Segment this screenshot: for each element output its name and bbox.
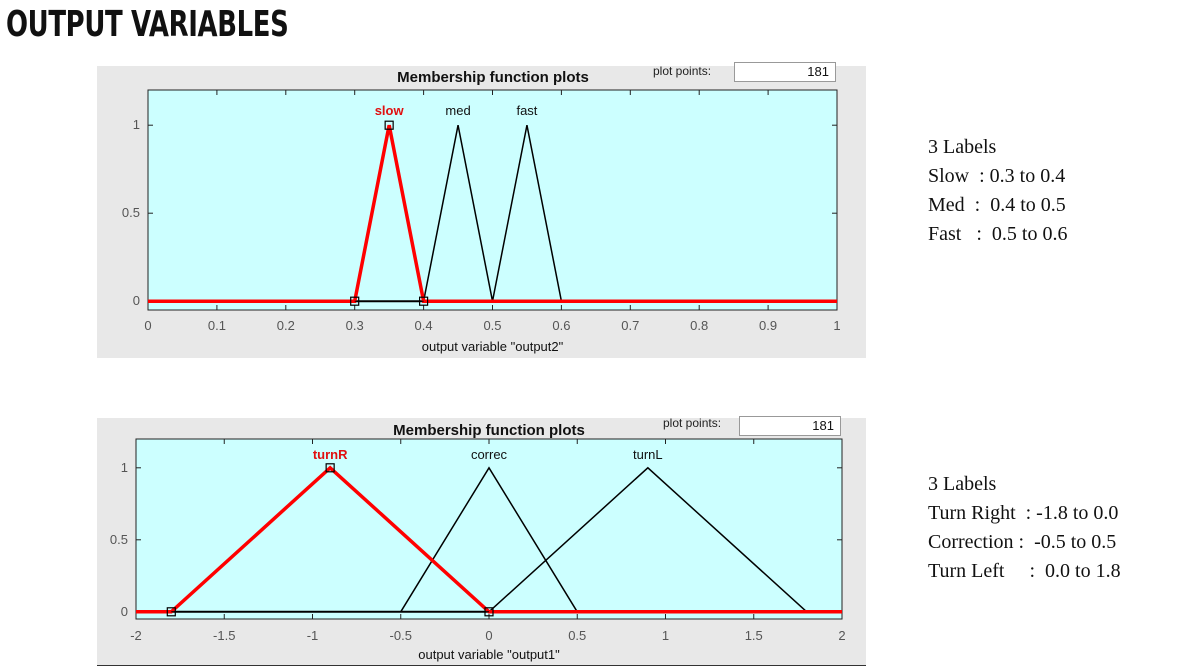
note-row: Turn Right : -1.8 to 0.0 bbox=[928, 502, 1119, 524]
plot-points-label: plot points: bbox=[653, 64, 712, 78]
note-row: Slow : 0.3 to 0.4 bbox=[928, 165, 1066, 187]
x-tick-label: 0.3 bbox=[346, 318, 364, 333]
x-tick-label: 0.5 bbox=[483, 318, 501, 333]
x-tick-label: 0.7 bbox=[621, 318, 639, 333]
mf-line-fast bbox=[491, 125, 563, 302]
notes-output2: 3 Labels Slow : 0.3 to 0.4 Med : 0.4 to … bbox=[928, 133, 1067, 249]
plot-points-input[interactable]: 181 bbox=[734, 62, 836, 82]
chart-title: Membership function plots bbox=[397, 69, 589, 86]
mf-chart-output2: Membership function plots 0 0.5 1 0 0.1 0.2 0.3… bbox=[122, 69, 841, 354]
x-tick-label: 0 bbox=[144, 318, 151, 333]
x-tick-label: 0.9 bbox=[759, 318, 777, 333]
mf-plot-panel-output1: Membership function plots 0 0.5 1 -2 -1.5 -1 -0… bbox=[97, 416, 866, 666]
mf-label-turnL: turnL bbox=[633, 447, 663, 462]
y-tick-label: 0 bbox=[133, 293, 140, 308]
mf-plot-panel-output2: Membership function plots 0 0.5 1 0 0.1 0.2 0.3… bbox=[97, 62, 866, 358]
x-axis-label: output variable "output2" bbox=[422, 339, 564, 354]
mf-label-correc: correc bbox=[471, 447, 508, 462]
mf-line-med bbox=[422, 125, 494, 302]
mf-line-slow bbox=[148, 124, 837, 303]
mf-label-slow: slow bbox=[375, 103, 405, 118]
x-tick-label: 0.2 bbox=[277, 318, 295, 333]
x-tick-label: 2 bbox=[838, 628, 845, 643]
x-tick-label: 0.5 bbox=[568, 628, 586, 643]
mf-point-marker bbox=[325, 463, 335, 473]
mf-line-correc bbox=[400, 466, 578, 613]
y-tick-label: 0.5 bbox=[122, 205, 140, 220]
notes-output1: 3 Labels Turn Right : -1.8 to 0.0 Correc… bbox=[928, 470, 1121, 586]
plot-points-input[interactable]: 181 bbox=[739, 416, 841, 436]
plot-points-label: plot points: bbox=[663, 416, 722, 430]
mf-label-fast: fast bbox=[516, 103, 537, 118]
y-tick-label: 1 bbox=[133, 117, 140, 132]
mf-label-med: med bbox=[445, 103, 470, 118]
mf-chart-output1: Membership function plots 0 0.5 1 -2 -1.5 -1 -0… bbox=[110, 422, 846, 662]
x-tick-label: 0 bbox=[485, 628, 492, 643]
x-tick-label: -2 bbox=[130, 628, 142, 643]
note-row: Turn Left : 0.0 to 1.8 bbox=[928, 560, 1121, 582]
x-axis-label: output variable "output1" bbox=[418, 647, 560, 662]
note-row: Med : 0.4 to 0.5 bbox=[928, 194, 1066, 216]
plot-area bbox=[135, 438, 843, 620]
mf-line-turnR bbox=[136, 465, 842, 614]
x-tick-label: 0.6 bbox=[552, 318, 570, 333]
mf-label-turnR: turnR bbox=[313, 447, 348, 462]
slide-title: OUTPUT VARIABLES bbox=[6, 4, 289, 45]
plot-area bbox=[147, 89, 838, 311]
y-tick-label: 0.5 bbox=[110, 532, 128, 547]
x-tick-label: -1.5 bbox=[213, 628, 235, 643]
chart-title: Membership function plots bbox=[393, 422, 585, 439]
notes-heading: 3 Labels bbox=[928, 136, 997, 158]
x-tick-label: 0.8 bbox=[690, 318, 708, 333]
x-tick-label: 1.5 bbox=[745, 628, 763, 643]
notes-heading: 3 Labels bbox=[928, 473, 997, 495]
mf-point-marker bbox=[384, 120, 394, 130]
y-tick-label: 1 bbox=[121, 460, 128, 475]
x-tick-label: 0.4 bbox=[415, 318, 433, 333]
x-tick-label: -0.5 bbox=[390, 628, 412, 643]
x-tick-label: 1 bbox=[833, 318, 840, 333]
x-tick-label: 0.1 bbox=[208, 318, 226, 333]
x-tick-label: -1 bbox=[307, 628, 319, 643]
x-tick-label: 1 bbox=[662, 628, 669, 643]
mf-line-turnL bbox=[488, 466, 808, 613]
note-row: Correction : -0.5 to 0.5 bbox=[928, 531, 1117, 553]
note-row: Fast : 0.5 to 0.6 bbox=[928, 223, 1068, 245]
y-tick-label: 0 bbox=[121, 604, 128, 619]
